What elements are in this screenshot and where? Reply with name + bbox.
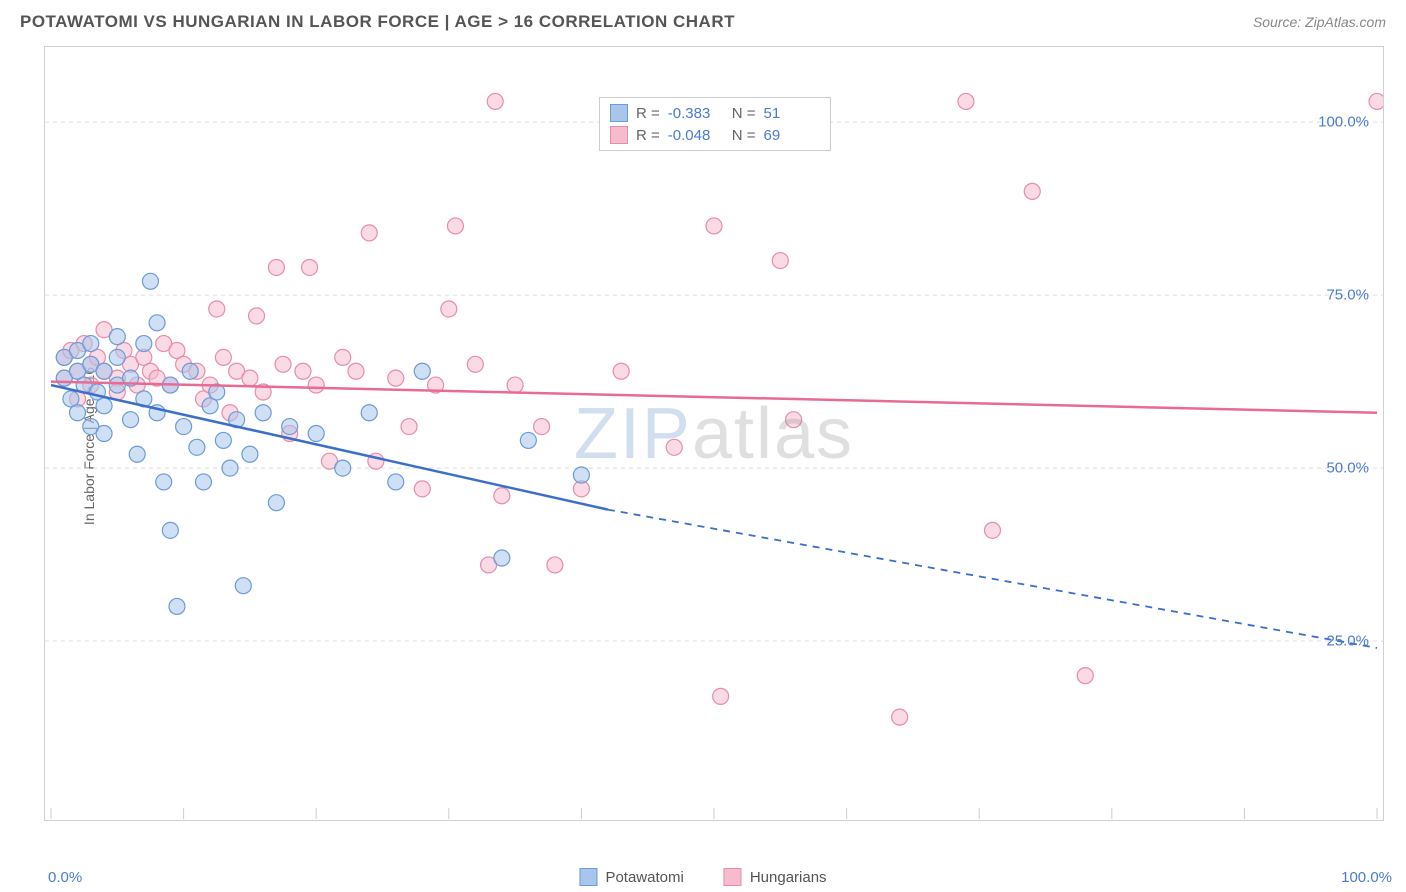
chart-source: Source: ZipAtlas.com xyxy=(1253,14,1386,30)
scatter-plot-svg xyxy=(45,47,1383,820)
stat-r-value: -0.383 xyxy=(668,105,724,122)
y-tick-label: 25.0% xyxy=(1326,633,1369,650)
legend-item: Hungarians xyxy=(724,868,827,886)
legend-label: Potawatomi xyxy=(605,869,683,886)
swatch-icon xyxy=(724,868,742,886)
stat-r-label: R = xyxy=(636,105,660,122)
x-tick-max: 100.0% xyxy=(1341,869,1392,886)
swatch-icon xyxy=(610,126,628,144)
stat-r-value: -0.048 xyxy=(668,127,724,144)
stats-row: R = -0.383 N = 51 xyxy=(610,102,820,124)
stats-row: R = -0.048 N = 69 xyxy=(610,124,820,146)
stat-n-value: 51 xyxy=(764,105,820,122)
y-tick-label: 50.0% xyxy=(1326,460,1369,477)
y-tick-label: 100.0% xyxy=(1318,114,1369,131)
swatch-icon xyxy=(610,104,628,122)
chart-area: ZIPatlas 25.0%50.0%75.0%100.0% R = -0.38… xyxy=(44,46,1384,821)
swatch-icon xyxy=(579,868,597,886)
series-legend: Potawatomi Hungarians xyxy=(579,868,826,886)
stat-n-value: 69 xyxy=(764,127,820,144)
legend-label: Hungarians xyxy=(750,869,827,886)
stat-r-label: R = xyxy=(636,127,660,144)
stats-legend: R = -0.383 N = 51 R = -0.048 N = 69 xyxy=(599,97,831,151)
y-tick-label: 75.0% xyxy=(1326,287,1369,304)
stat-n-label: N = xyxy=(732,105,756,122)
x-tick-min: 0.0% xyxy=(48,869,82,886)
chart-title: POTAWATOMI VS HUNGARIAN IN LABOR FORCE |… xyxy=(20,12,735,32)
legend-item: Potawatomi xyxy=(579,868,683,886)
stat-n-label: N = xyxy=(732,127,756,144)
